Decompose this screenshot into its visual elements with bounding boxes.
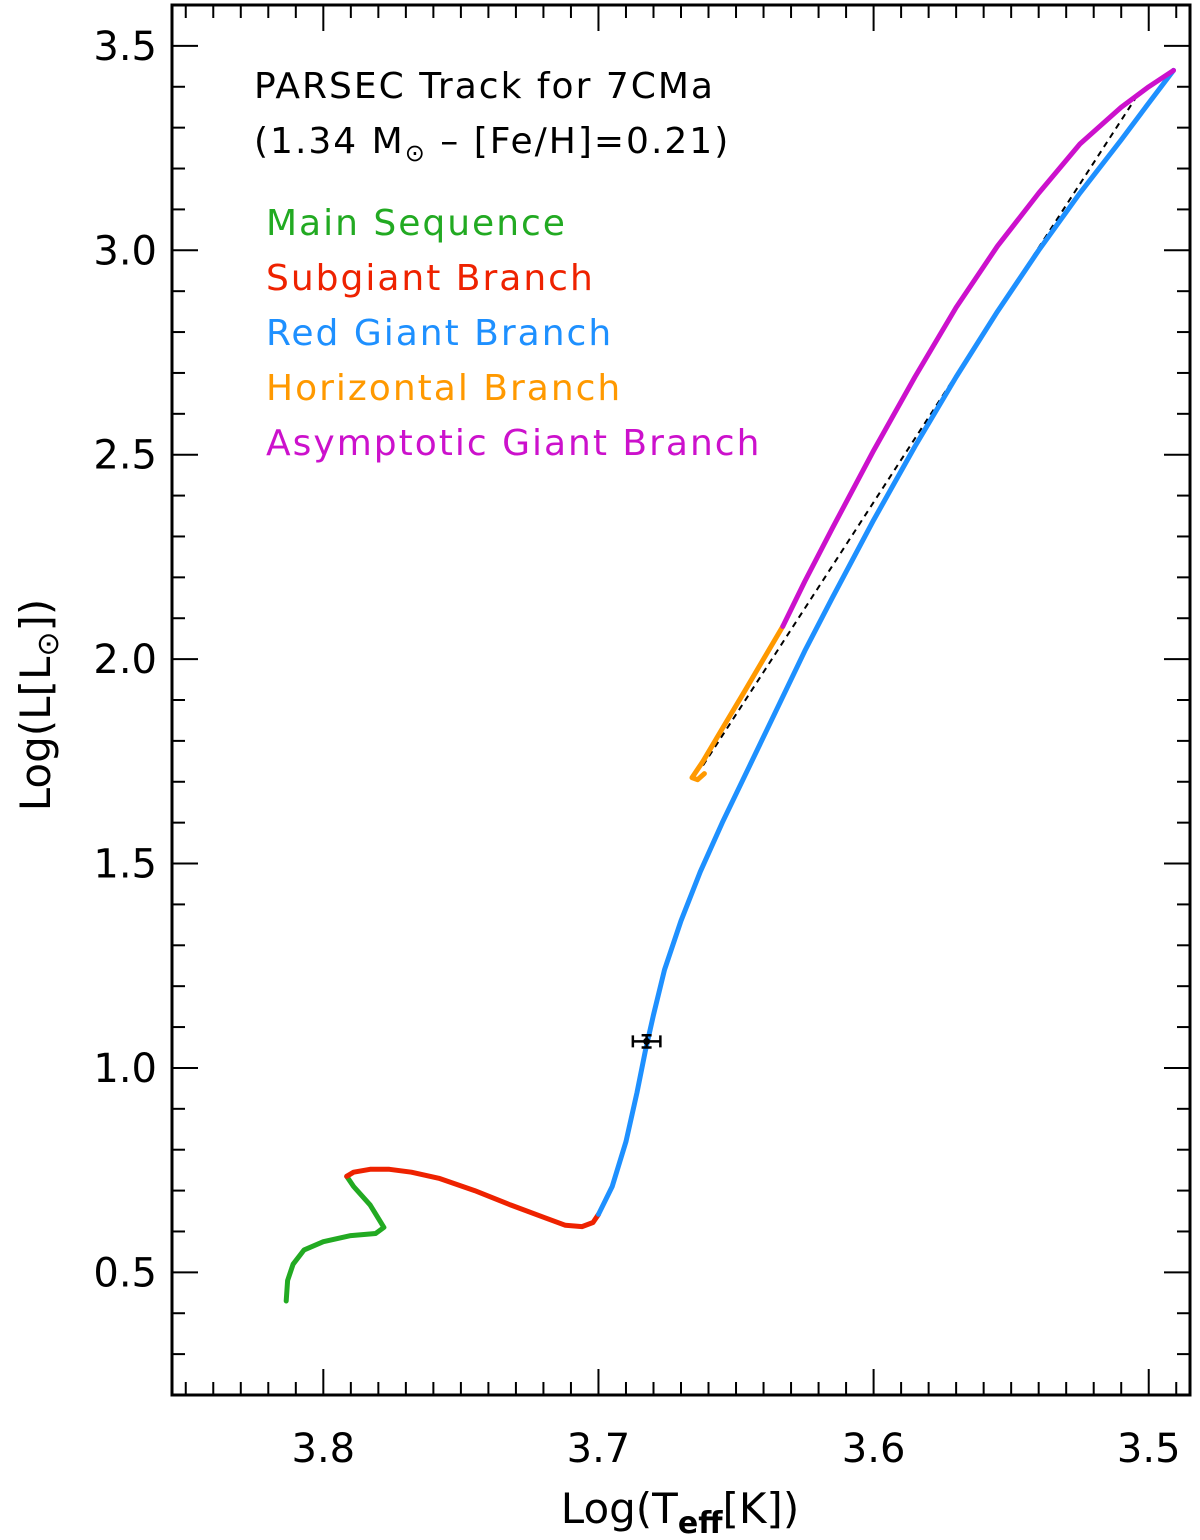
- x-tick-label: 3.6: [842, 1426, 906, 1472]
- subtitle-sun-symbol: ⊙: [405, 139, 427, 167]
- legend-entry-asymptotic-giant-branch: Asymptotic Giant Branch: [266, 423, 761, 464]
- y-label-sun-symbol: ⊙: [31, 632, 66, 657]
- y-tick-label: 2.5: [93, 433, 157, 479]
- chart-subtitle: (1.34 M⊙ – [Fe/H]=0.21): [254, 121, 730, 167]
- chart-title: PARSEC Track for 7CMa: [254, 66, 715, 107]
- series-line-subgiant-branch: [344, 1166, 601, 1230]
- series-line-horizontal-branch: [689, 623, 786, 783]
- y-tick-label: 2.0: [93, 637, 157, 683]
- y-label-suffix: ]): [11, 599, 60, 632]
- x-tick-labels: 3.8 3.7 3.6 3.5: [292, 1426, 1181, 1472]
- subtitle-suffix: – [Fe/H]=0.21): [427, 121, 730, 162]
- legend-entry-red-giant-branch: Red Giant Branch: [266, 313, 613, 354]
- x-tick-label: 3.8: [292, 1426, 356, 1472]
- series-line-asymptotic-giant-branch: [780, 67, 1176, 629]
- y-tick-label: 3.5: [93, 24, 157, 70]
- x-tick-label: 3.7: [567, 1426, 631, 1472]
- x-label-prefix: Log(T: [561, 1484, 678, 1533]
- legend-entry-subgiant-branch: Subgiant Branch: [266, 258, 595, 299]
- y-tick-label: 0.5: [93, 1250, 157, 1296]
- y-axis-label: Log(L[L⊙]): [11, 599, 66, 812]
- y-tick-label: 1.5: [93, 842, 157, 888]
- subtitle-prefix: (1.34 M: [254, 121, 405, 162]
- y-label-prefix: Log(L[L: [11, 656, 60, 811]
- x-label-subscript: eff: [678, 1506, 723, 1540]
- series-lines: [283, 67, 1176, 1304]
- series-line-main-sequence: [283, 1173, 387, 1304]
- observed-star-point: [631, 1033, 662, 1049]
- y-tick-label: 3.0: [93, 228, 157, 274]
- dashed-connector: [702, 98, 1136, 766]
- series-line-red-giant-branch: [596, 67, 1176, 1217]
- dashed-line: [702, 98, 1136, 766]
- legend-entry-main-sequence: Main Sequence: [266, 203, 567, 244]
- x-tick-label: 3.5: [1117, 1426, 1181, 1472]
- legend: Main Sequence Subgiant Branch Red Giant …: [266, 203, 761, 464]
- legend-entry-horizontal-branch: Horizontal Branch: [266, 368, 622, 409]
- x-label-suffix: [K]): [723, 1484, 800, 1533]
- y-tick-labels: 0.5 1.0 1.5 2.0 2.5 3.0 3.5: [93, 24, 157, 1296]
- x-axis-label: Log(Teff[K]): [561, 1484, 799, 1540]
- plot-frame: [170, 3, 1192, 1397]
- data-point: [643, 1037, 651, 1045]
- y-tick-label: 1.0: [93, 1046, 157, 1092]
